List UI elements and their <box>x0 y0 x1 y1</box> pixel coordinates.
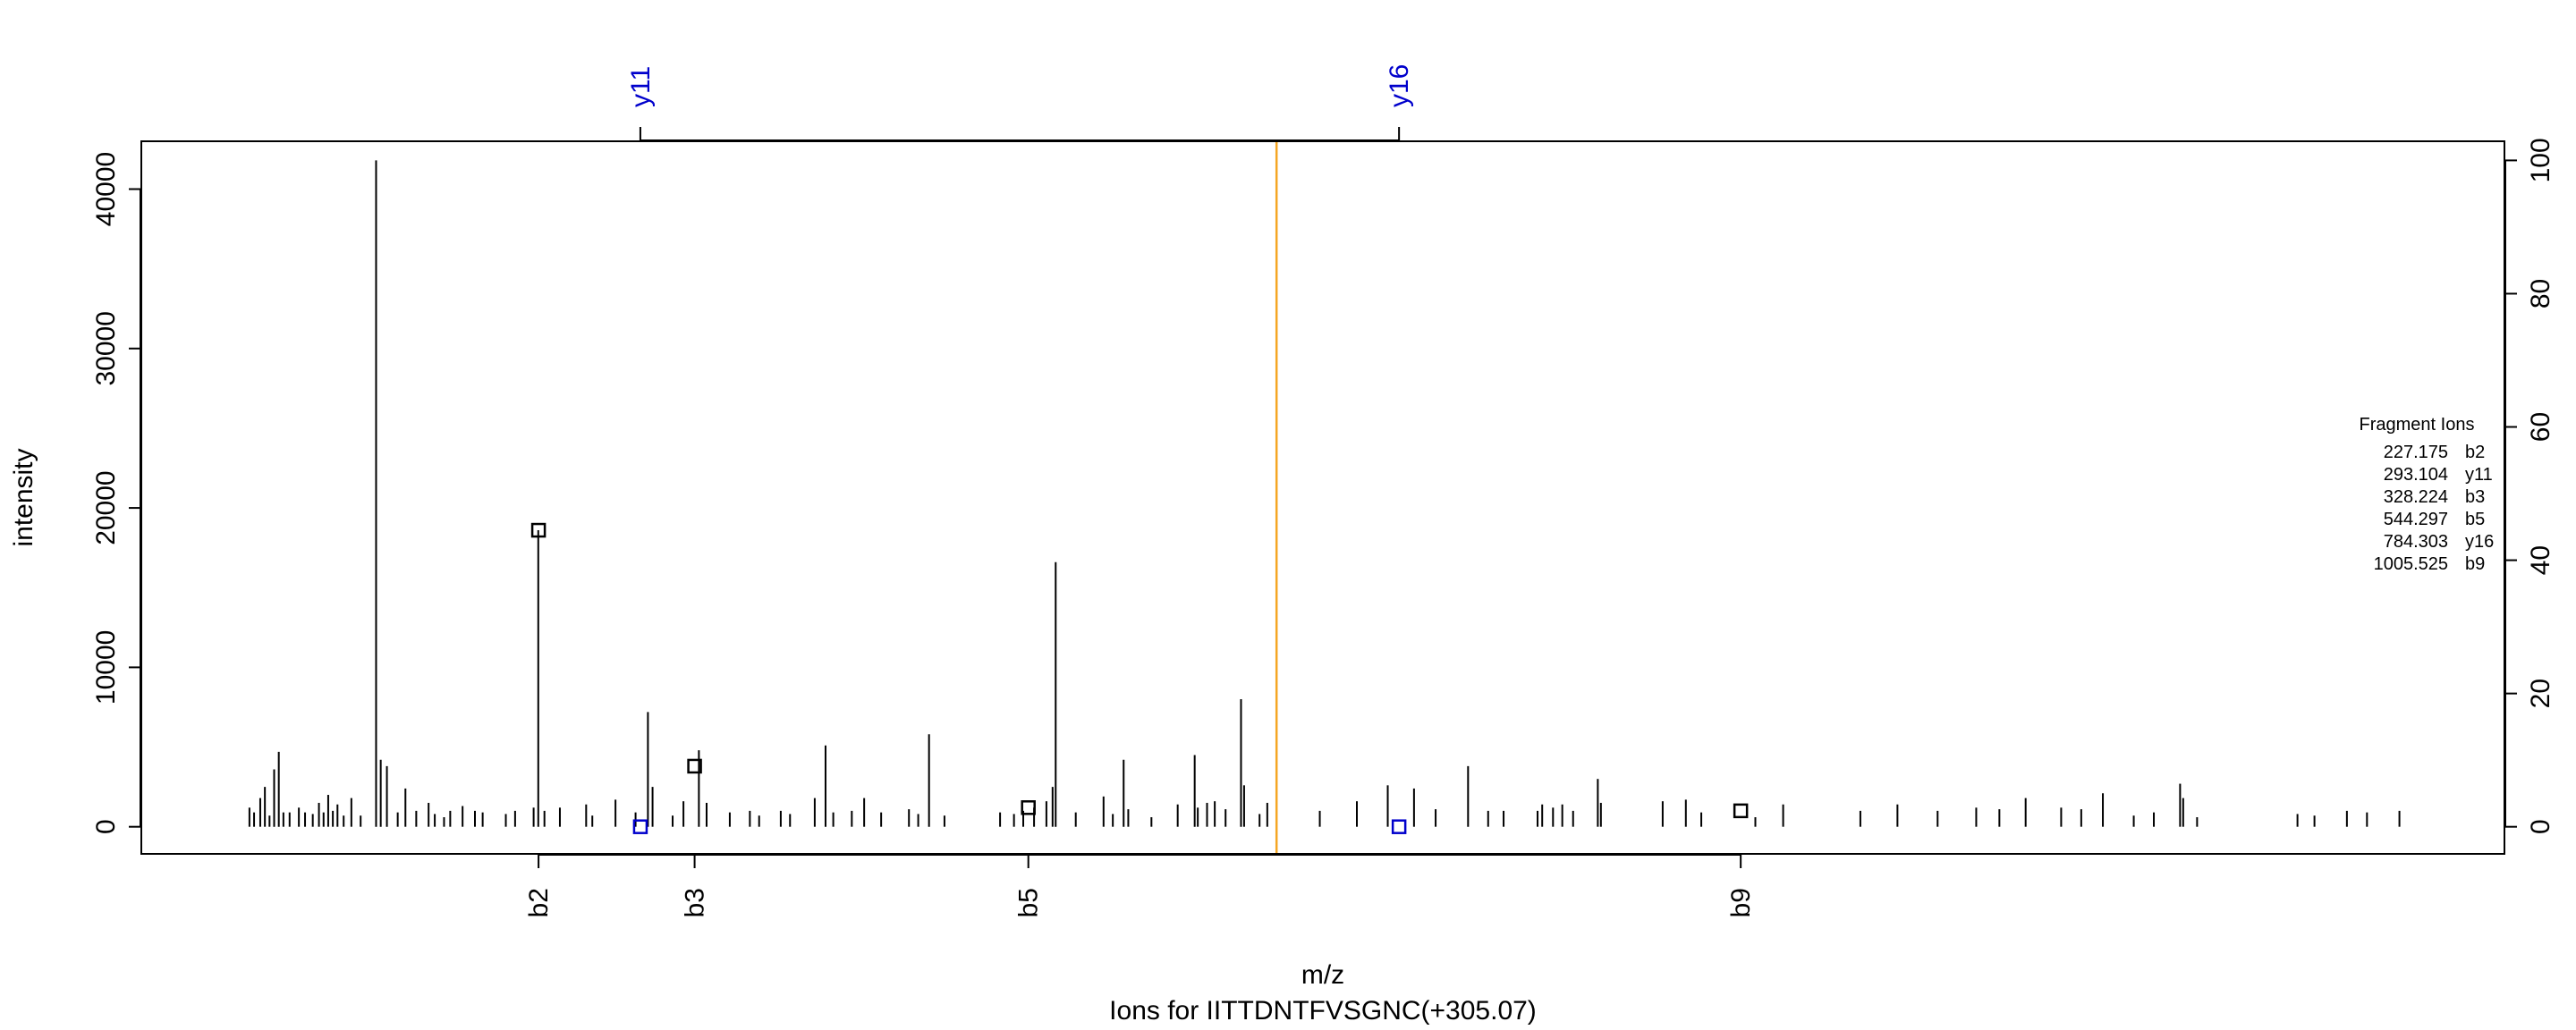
legend-entry-ion-1: y11 <box>2465 465 2493 485</box>
legend-title: Fragment Ions <box>2360 415 2475 435</box>
legend-entry-ion-2: b3 <box>2465 487 2485 507</box>
right-tick-label-3: 60 <box>2526 412 2555 442</box>
left-tick-label-3: 30000 <box>91 311 121 385</box>
left-tick-label-0: 0 <box>91 819 121 834</box>
top-tick-label-1: y16 <box>1385 64 1414 107</box>
plot-frame <box>140 140 2505 855</box>
bottom-tick-label-0: b2 <box>524 888 554 917</box>
markers-layer <box>530 522 1749 834</box>
matched-marker-2 <box>687 758 702 774</box>
left-axis: 0 10000 20000 30000 40000 <box>91 152 141 834</box>
right-tick-label-4: 80 <box>2526 279 2555 308</box>
right-tick-label-5: 100 <box>2526 138 2555 182</box>
right-axis: 0 20 40 60 80 100 <box>2504 138 2555 834</box>
matched-marker-1 <box>632 819 648 834</box>
legend-entry-ion-3: b5 <box>2465 510 2485 529</box>
right-tick-label-2: 40 <box>2526 545 2555 575</box>
chart-title: Ions for IITTDNTFVSGNC(+305.07) <box>1109 996 1537 1026</box>
legend-entry-mz-4: 784.303 <box>2384 532 2448 552</box>
legend-entry-mz-0: 227.175 <box>2384 443 2448 462</box>
matched-marker-0 <box>530 522 547 538</box>
right-tick-label-1: 20 <box>2526 679 2555 708</box>
fragment-legend: Fragment Ions 227.175 b2 293.104 y11 328.224… <box>2360 415 2495 574</box>
legend-entry-mz-2: 328.224 <box>2384 487 2448 507</box>
legend-entry-mz-1: 293.104 <box>2384 465 2448 485</box>
bottom-tick-label-2: b5 <box>1014 888 1044 917</box>
top-tick-label-0: y11 <box>626 66 656 107</box>
x-axis-label: m/z <box>1301 960 1344 990</box>
bottom-tick-label-1: b3 <box>681 888 710 917</box>
y-axis-label: intensity <box>9 448 38 546</box>
legend-entry-mz-5: 1005.525 <box>2374 554 2448 574</box>
left-tick-label-2: 20000 <box>91 470 121 545</box>
matched-marker-5 <box>1733 803 1749 819</box>
left-tick-label-4: 40000 <box>91 152 121 226</box>
legend-entry-ion-0: b2 <box>2465 443 2485 462</box>
left-tick-label-1: 10000 <box>91 630 121 705</box>
right-tick-label-0: 0 <box>2526 819 2555 834</box>
top-axis: y11 y16 <box>626 64 1414 141</box>
matched-marker-3 <box>1021 800 1036 815</box>
legend-entry-ion-5: b9 <box>2465 554 2485 574</box>
peaks-layer <box>248 160 2401 827</box>
legend-entry-ion-4: y16 <box>2465 532 2494 552</box>
bottom-tick-label-3: b9 <box>1726 888 1756 917</box>
bottom-axis: b2 b3 b5 b9 <box>524 854 1756 917</box>
matched-marker-4 <box>1391 819 1407 834</box>
legend-entry-mz-3: 544.297 <box>2384 510 2448 529</box>
